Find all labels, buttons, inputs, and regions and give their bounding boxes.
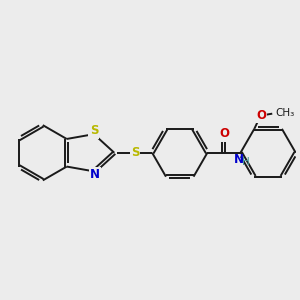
Text: S: S (131, 146, 139, 159)
Text: H: H (242, 158, 249, 167)
Text: O: O (219, 128, 229, 140)
Text: CH₃: CH₃ (275, 108, 294, 118)
Text: N: N (234, 153, 244, 166)
Text: S: S (90, 124, 98, 137)
Text: O: O (256, 109, 266, 122)
Text: N: N (90, 169, 100, 182)
